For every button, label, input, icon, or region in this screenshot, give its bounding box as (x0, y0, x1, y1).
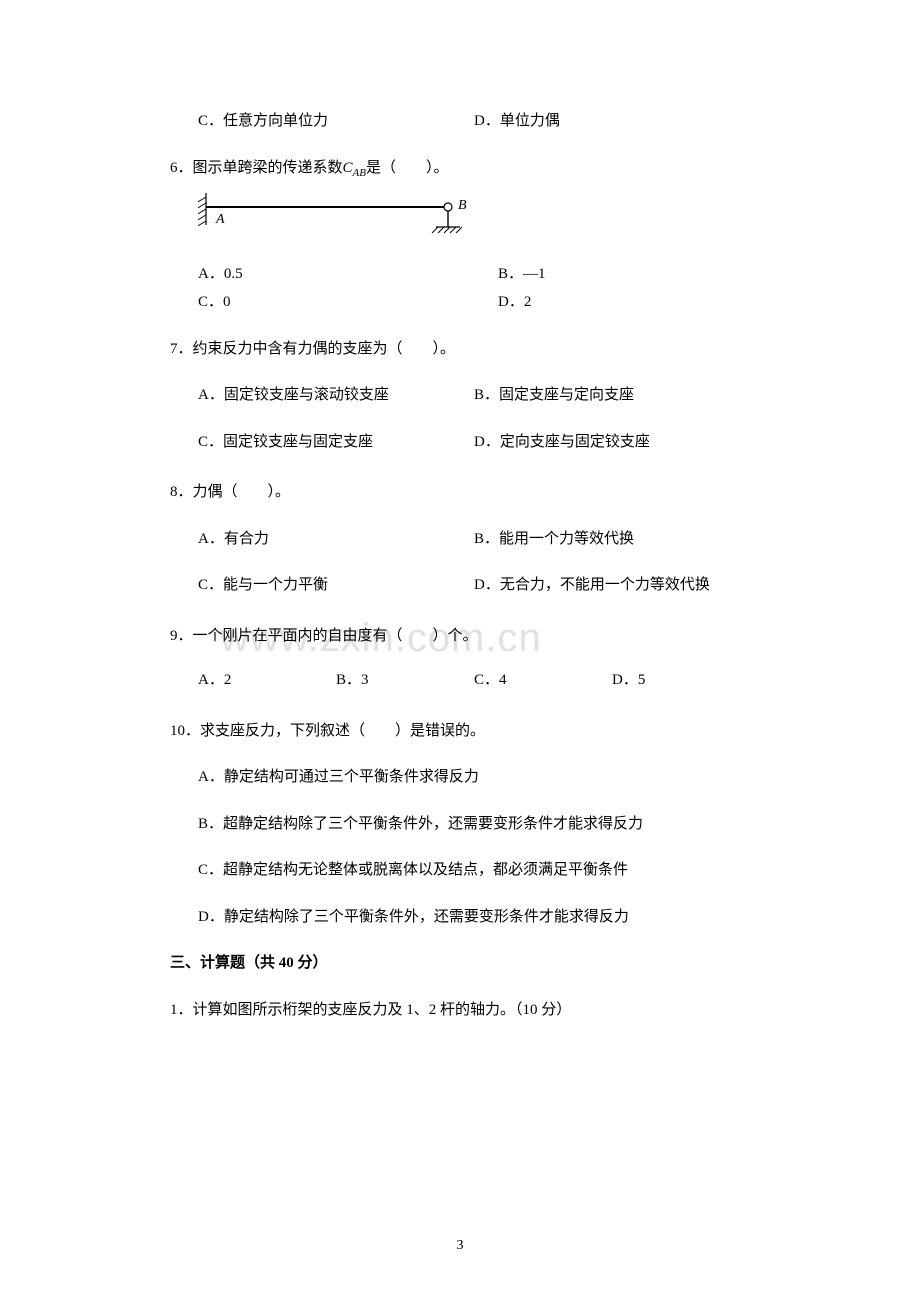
section3-q1: 1．计算如图所示桁架的支座反力及 1、2 杆的轴力。（10 分） (170, 999, 750, 1022)
q6-stem-post: 是（ ）。 (366, 160, 449, 176)
q9-options-row: A．2 B．3 C．4 D．5 (170, 669, 750, 692)
q7-options-row1: A．固定铰支座与滚动铰支座 B．固定支座与定向支座 (170, 384, 750, 407)
q8-options-row1: A．有合力 B．能用一个力等效代换 (170, 528, 750, 551)
q5-options-row: C．任意方向单位力 D．单位力偶 (170, 110, 750, 133)
q8-option-c: C．能与一个力平衡 (198, 574, 474, 597)
diagram-label-a: A (215, 212, 225, 227)
q6-stem-pre: 6．图示单跨梁的传递系数 (170, 160, 343, 176)
q6-option-a: A．0.5 (198, 263, 498, 286)
q7-option-a: A．固定铰支座与滚动铰支座 (198, 384, 474, 407)
q7-option-b: B．固定支座与定向支座 (474, 384, 750, 407)
document-content: C．任意方向单位力 D．单位力偶 6．图示单跨梁的传递系数CAB是（ ）。 A … (170, 110, 750, 1021)
q10-option-b: B．超静定结构除了三个平衡条件外，还需要变形条件才能求得反力 (170, 813, 750, 836)
q10-option-a: A．静定结构可通过三个平衡条件求得反力 (170, 766, 750, 789)
q8-option-d: D．无合力，不能用一个力等效代换 (474, 574, 750, 597)
diagram-label-b: B (458, 198, 467, 213)
page-number: 3 (0, 1235, 920, 1256)
q9-option-c: C．4 (474, 669, 612, 692)
q6-var-sub: AB (353, 167, 366, 179)
q9-option-a: A．2 (198, 669, 336, 692)
q6-option-d: D．2 (498, 291, 531, 314)
q8-option-b: B．能用一个力等效代换 (474, 528, 750, 551)
q7-stem: 7．约束反力中含有力偶的支座为（ ）。 (170, 338, 750, 361)
q7-options-row2: C．固定铰支座与固定支座 D．定向支座与固定铰支座 (170, 431, 750, 454)
q9-option-d: D．5 (612, 669, 750, 692)
q8-stem: 8．力偶（ ）。 (170, 481, 750, 504)
q6-options-row2: C．0 D．2 (170, 291, 750, 314)
beam-diagram-svg: A B (198, 191, 478, 241)
q10-stem: 10．求支座反力，下列叙述（ ）是错误的。 (170, 720, 750, 743)
q5-option-d: D．单位力偶 (474, 110, 750, 133)
q6-stem: 6．图示单跨梁的传递系数CAB是（ ）。 (170, 157, 750, 182)
q10-option-d: D．静定结构除了三个平衡条件外，还需要变形条件才能求得反力 (170, 906, 750, 929)
q6-option-b: B．—1 (498, 263, 546, 286)
q6-options-row1: A．0.5 B．—1 (170, 263, 750, 286)
q6-option-c: C．0 (198, 291, 498, 314)
q7-option-d: D．定向支座与固定铰支座 (474, 431, 750, 454)
q9-stem: 9．一个刚片在平面内的自由度有（ ）个。 (170, 625, 750, 648)
q6-diagram: A B (198, 191, 750, 249)
q9-option-b: B．3 (336, 669, 474, 692)
q10-option-c: C．超静定结构无论整体或脱离体以及结点，都必须满足平衡条件 (170, 859, 750, 882)
q6-var-c: C (343, 160, 353, 176)
section3-title: 三、计算题（共 40 分） (170, 952, 750, 975)
q8-option-a: A．有合力 (198, 528, 474, 551)
q7-option-c: C．固定铰支座与固定支座 (198, 431, 474, 454)
q5-option-c: C．任意方向单位力 (198, 110, 474, 133)
q8-options-row2: C．能与一个力平衡 D．无合力，不能用一个力等效代换 (170, 574, 750, 597)
